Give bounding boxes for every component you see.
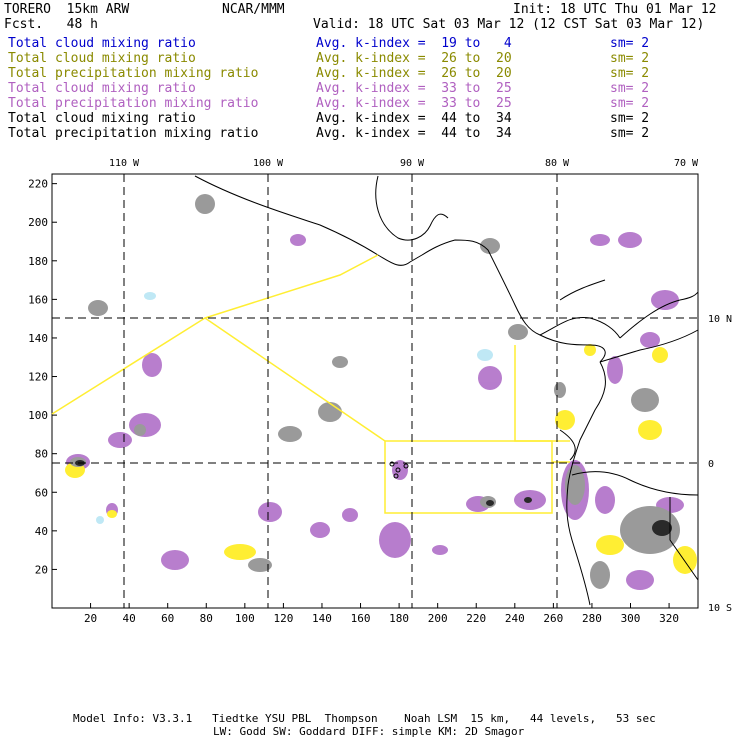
y-tick-label: 80 [35,448,48,461]
legend-kindex: Avg. k-index = 26 to 20 [316,66,512,81]
x-tick-label: 40 [123,612,136,625]
init-time: Init: 18 UTC Thu 01 Mar 12 [513,2,717,17]
precip-fields [65,194,697,590]
lat-label: 10 N [708,314,732,325]
x-tick-label: 160 [351,612,371,625]
legend-sm: sm= 2 [610,66,650,81]
legend-field: Total cloud mixing ratio [8,36,196,51]
lat-label: 10 S [708,603,732,614]
legend-sm: sm= 2 [610,126,650,141]
physics-info: LW: Godd SW: Goddard DIFF: simple KM: 2D… [213,725,525,738]
lat-lon-grid [52,174,698,608]
legend-kindex: Avg. k-index = 26 to 20 [316,51,512,66]
lon-label: 100 W [253,158,284,169]
legend-field: Total precipitation mixing ratio [8,96,259,111]
y-tick-label: 220 [28,178,48,191]
x-tick-label: 80 [200,612,213,625]
y-tick-label: 60 [35,486,48,499]
valid-time: Valid: 18 UTC Sat 03 Mar 12 (12 CST Sat … [313,17,705,32]
forecast-hour: Fcst. 48 h [4,17,98,32]
x-tick-label: 200 [428,612,448,625]
legend-kindex: Avg. k-index = 33 to 25 [316,96,512,111]
legend-field: Total cloud mixing ratio [8,81,196,96]
y-tick-label: 160 [28,293,48,306]
axis-ticks: 20 40 60 80 100 120 140 160 180 200 220 240 260 280 30… [28,178,679,625]
model-info: Model Info: V3.3.1 Tiedtke YSU PBL Thomp… [73,712,656,725]
legend-sm: sm= 2 [610,81,650,96]
lat-label: 0 [708,459,714,470]
x-tick-label: 240 [505,612,525,625]
legend-sm: sm= 2 [610,51,650,66]
legend-kindex: Avg. k-index = 44 to 34 [316,126,512,141]
x-tick-label: 60 [161,612,174,625]
x-tick-label: 300 [621,612,641,625]
lon-label: 90 W [400,158,425,169]
x-tick-label: 100 [235,612,255,625]
legend-sm: sm= 2 [610,96,650,111]
organization: NCAR/MMM [222,2,285,17]
y-tick-label: 100 [28,409,48,422]
x-tick-label: 320 [659,612,679,625]
x-tick-label: 20 [84,612,97,625]
x-tick-label: 280 [582,612,602,625]
longitude-labels: 110 W 100 W 90 W 80 W 70 W [109,158,699,169]
x-tick-label: 220 [466,612,486,625]
legend-field: Total cloud mixing ratio [8,111,196,126]
y-tick-label: 40 [35,525,48,538]
y-tick-label: 140 [28,332,48,345]
y-tick-label: 20 [35,563,48,576]
legend-field: Total precipitation mixing ratio [8,66,259,81]
x-tick-label: 180 [389,612,409,625]
map-frame [51,173,699,609]
legend-sm: sm= 2 [610,111,650,126]
legend-kindex: Avg. k-index = 19 to 4 [316,36,512,51]
legend-kindex: Avg. k-index = 33 to 25 [316,81,512,96]
model-title: TORERO 15km ARW [4,2,130,17]
y-tick-label: 180 [28,255,48,268]
x-tick-label: 140 [312,612,332,625]
legend-sm: sm= 2 [610,36,650,51]
x-tick-label: 260 [543,612,563,625]
legend-field: Total cloud mixing ratio [8,51,196,66]
y-tick-label: 200 [28,216,48,229]
x-tick-label: 120 [273,612,293,625]
lon-label: 70 W [674,158,699,169]
latitude-labels: 10 N 0 10 S [708,314,732,614]
legend-kindex: Avg. k-index = 44 to 34 [316,111,512,126]
legend-field: Total precipitation mixing ratio [8,126,259,141]
region-boundaries [51,254,570,514]
y-tick-label: 120 [28,371,48,384]
lon-label: 80 W [545,158,570,169]
galapagos-islands [389,461,409,479]
lon-label: 110 W [109,158,140,169]
